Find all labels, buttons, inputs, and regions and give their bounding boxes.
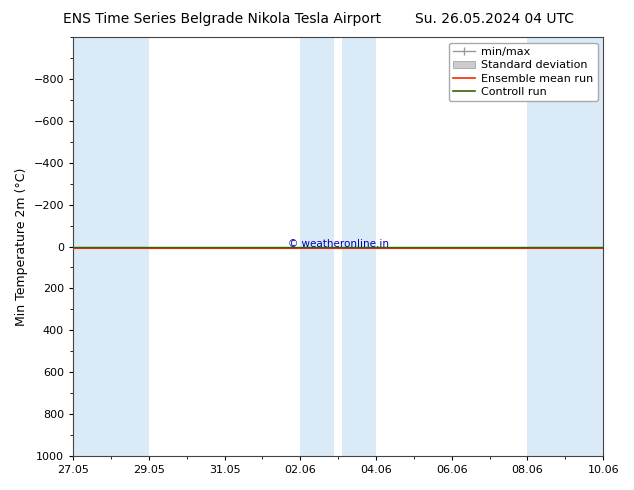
Y-axis label: Min Temperature 2m (°C): Min Temperature 2m (°C)	[15, 167, 28, 326]
Bar	[342, 37, 376, 456]
Text: © weatheronline.in: © weatheronline.in	[288, 240, 389, 249]
Text: ENS Time Series Belgrade Nikola Tesla Airport: ENS Time Series Belgrade Nikola Tesla Ai…	[63, 12, 381, 26]
Bar	[301, 37, 334, 456]
Bar	[73, 37, 149, 456]
Bar	[527, 37, 603, 456]
Legend: min/max, Standard deviation, Ensemble mean run, Controll run: min/max, Standard deviation, Ensemble me…	[449, 43, 598, 101]
Text: Su. 26.05.2024 04 UTC: Su. 26.05.2024 04 UTC	[415, 12, 574, 26]
